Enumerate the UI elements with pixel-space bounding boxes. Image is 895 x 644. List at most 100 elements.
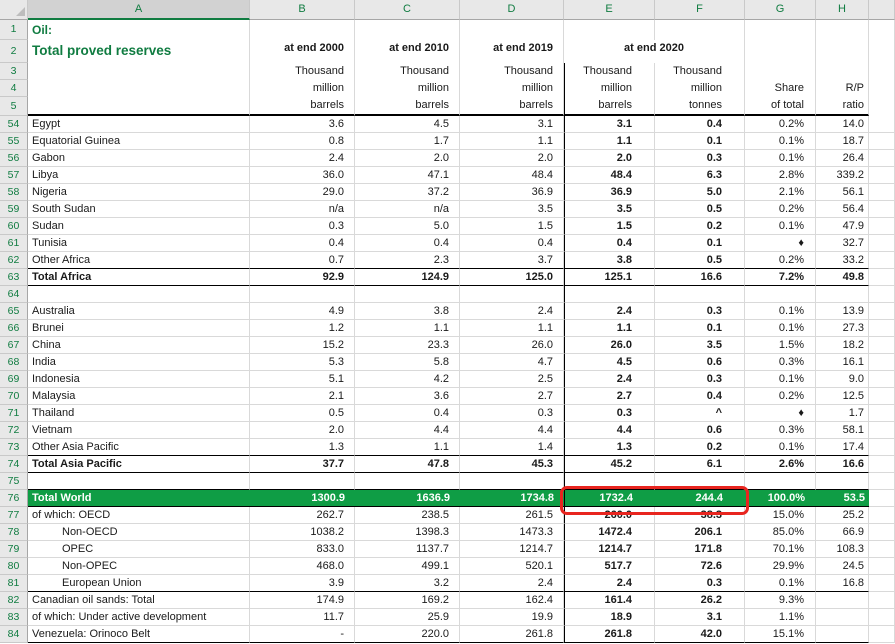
cell-F62[interactable]: 0.5 [655, 252, 745, 269]
cell-D75[interactable] [460, 473, 564, 490]
cell-B58[interactable]: 29.0 [250, 184, 355, 201]
cell-E82[interactable]: 161.4 [564, 592, 655, 609]
cell-extra-54[interactable] [869, 116, 895, 133]
row-header-64[interactable]: 64 [0, 286, 28, 303]
cell-E64[interactable] [564, 286, 655, 303]
cell-extra-56[interactable] [869, 150, 895, 167]
cell-extra-76[interactable] [869, 490, 895, 507]
cell-C77[interactable]: 238.5 [355, 507, 460, 524]
cell-H74[interactable]: 16.6 [816, 456, 869, 473]
cell-F69[interactable]: 0.3 [655, 371, 745, 388]
cell-H56[interactable]: 26.4 [816, 150, 869, 167]
cell-B61[interactable]: 0.4 [250, 235, 355, 252]
cell-H54[interactable]: 14.0 [816, 116, 869, 133]
cell-A61[interactable]: Tunisia [28, 235, 250, 252]
cell-A77[interactable]: of which: OECD [28, 507, 250, 524]
cell-D78[interactable]: 1473.3 [460, 524, 564, 541]
cell-A58[interactable]: Nigeria [28, 184, 250, 201]
cell-A68[interactable]: India [28, 354, 250, 371]
cell-B74[interactable]: 37.7 [250, 456, 355, 473]
cell-extra-78[interactable] [869, 524, 895, 541]
cell-D84[interactable]: 261.8 [460, 626, 564, 643]
cell-extra-63[interactable] [869, 269, 895, 286]
cell-B54[interactable]: 3.6 [250, 116, 355, 133]
row-header-80[interactable]: 80 [0, 558, 28, 575]
cell-B82[interactable]: 174.9 [250, 592, 355, 609]
cell-A59[interactable]: South Sudan [28, 201, 250, 218]
column-header-G[interactable]: G [745, 0, 816, 20]
cell-D65[interactable]: 2.4 [460, 303, 564, 320]
cell-D59[interactable]: 3.5 [460, 201, 564, 218]
cell-D63[interactable]: 125.0 [460, 269, 564, 286]
cell-A82[interactable]: Canadian oil sands: Total [28, 592, 250, 609]
cell-E59[interactable]: 3.5 [564, 201, 655, 218]
cell-D83[interactable]: 19.9 [460, 609, 564, 626]
cell-A70[interactable]: Malaysia [28, 388, 250, 405]
column-header-E[interactable]: E [564, 0, 655, 20]
cell-A56[interactable]: Gabon [28, 150, 250, 167]
cell-F57[interactable]: 6.3 [655, 167, 745, 184]
cell-H67[interactable]: 18.2 [816, 337, 869, 354]
cell-D71[interactable]: 0.3 [460, 405, 564, 422]
cell-H68[interactable]: 16.1 [816, 354, 869, 371]
cell-F67[interactable]: 3.5 [655, 337, 745, 354]
cell-H66[interactable]: 27.3 [816, 320, 869, 337]
cell-C69[interactable]: 4.2 [355, 371, 460, 388]
cell-G79[interactable]: 70.1% [745, 541, 816, 558]
cell-G82[interactable]: 9.3% [745, 592, 816, 609]
cell-G83[interactable]: 1.1% [745, 609, 816, 626]
cell-D67[interactable]: 26.0 [460, 337, 564, 354]
cell-G61[interactable]: ♦ [745, 235, 816, 252]
row-header-59[interactable]: 59 [0, 201, 28, 218]
row-header-5[interactable]: 5 [0, 97, 28, 116]
cell-H65[interactable]: 13.9 [816, 303, 869, 320]
cell-E80[interactable]: 517.7 [564, 558, 655, 575]
row-header-4[interactable]: 4 [0, 80, 28, 97]
row-header-76[interactable]: 76 [0, 490, 28, 507]
row-header-56[interactable]: 56 [0, 150, 28, 167]
cell-C74[interactable]: 47.8 [355, 456, 460, 473]
cell-D55[interactable]: 1.1 [460, 133, 564, 150]
cell-C78[interactable]: 1398.3 [355, 524, 460, 541]
cell-extra-75[interactable] [869, 473, 895, 490]
period-header-0[interactable]: at end 2000 [250, 40, 355, 63]
cell-C76[interactable]: 1636.9 [355, 490, 460, 507]
cell-H59[interactable]: 56.4 [816, 201, 869, 218]
row-header-71[interactable]: 71 [0, 405, 28, 422]
cell-C67[interactable]: 23.3 [355, 337, 460, 354]
cell-D74[interactable]: 45.3 [460, 456, 564, 473]
cell-C71[interactable]: 0.4 [355, 405, 460, 422]
column-header-B[interactable]: B [250, 0, 355, 20]
cell-G72[interactable]: 0.3% [745, 422, 816, 439]
cell-E63[interactable]: 125.1 [564, 269, 655, 286]
cell-G81[interactable]: 0.1% [745, 575, 816, 592]
cell-A73[interactable]: Other Asia Pacific [28, 439, 250, 456]
cell-F79[interactable]: 171.8 [655, 541, 745, 558]
cell-C61[interactable]: 0.4 [355, 235, 460, 252]
cell-E84[interactable]: 261.8 [564, 626, 655, 643]
cell-G75[interactable] [745, 473, 816, 490]
cell-H58[interactable]: 56.1 [816, 184, 869, 201]
cell-D82[interactable]: 162.4 [460, 592, 564, 609]
row-header-57[interactable]: 57 [0, 167, 28, 184]
unit-header-C[interactable]: Thousand million barrels [355, 63, 460, 116]
cell-C80[interactable]: 499.1 [355, 558, 460, 575]
cell-G70[interactable]: 0.2% [745, 388, 816, 405]
cell-B71[interactable]: 0.5 [250, 405, 355, 422]
cell-B57[interactable]: 36.0 [250, 167, 355, 184]
cell-extra-65[interactable] [869, 303, 895, 320]
cell-H69[interactable]: 9.0 [816, 371, 869, 388]
cell-D66[interactable]: 1.1 [460, 320, 564, 337]
cell-F66[interactable]: 0.1 [655, 320, 745, 337]
row-header-72[interactable]: 72 [0, 422, 28, 439]
cell-A55[interactable]: Equatorial Guinea [28, 133, 250, 150]
cell-H84[interactable] [816, 626, 869, 643]
cell-B60[interactable]: 0.3 [250, 218, 355, 235]
row-header-84[interactable]: 84 [0, 626, 28, 643]
cell-A83[interactable]: of which: Under active development [28, 609, 250, 626]
cell-C55[interactable]: 1.7 [355, 133, 460, 150]
cell-F68[interactable]: 0.6 [655, 354, 745, 371]
cell-B65[interactable]: 4.9 [250, 303, 355, 320]
cell-F71[interactable]: ^ [655, 405, 745, 422]
row-header-61[interactable]: 61 [0, 235, 28, 252]
